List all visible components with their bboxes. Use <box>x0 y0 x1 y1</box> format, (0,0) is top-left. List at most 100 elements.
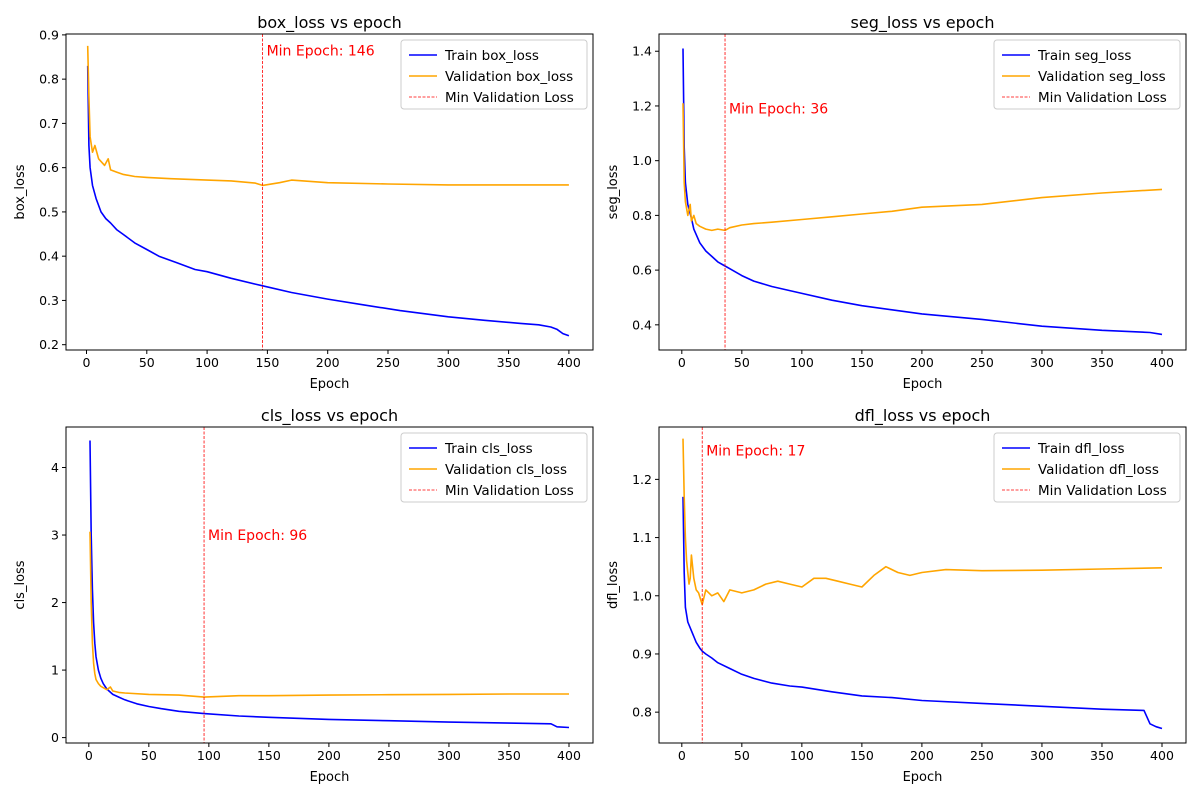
chart-0-legend: Train box_loss Validation box_loss Min Val… <box>400 39 588 110</box>
chart-3-legend-box <box>993 432 1181 503</box>
chart-2-xtick-label: 200 <box>317 748 341 763</box>
chart-3-ytick-label: 1.0 <box>632 588 652 603</box>
chart-0-ytick-label: 0.9 <box>39 27 59 42</box>
chart-0-xtick-label: 200 <box>316 355 340 370</box>
chart-0-xtick-label: 50 <box>139 355 155 370</box>
chart-2-series-train-line <box>89 440 570 729</box>
chart-2-xtick-label: 150 <box>257 748 281 763</box>
chart-1-xtick-label: 300 <box>1030 355 1054 370</box>
chart-3-legend-label-min-validation: Min Validation Loss <box>1038 483 1167 499</box>
chart-3-ytick-label: 1.2 <box>632 472 652 487</box>
chart-2-xtick-label: 250 <box>377 748 401 763</box>
chart-1-legend-label-validation: Validation seg_loss <box>1038 69 1166 85</box>
chart-1-ytick-label: 1.2 <box>632 98 652 113</box>
chart-1-panel: Min Epoch: 36 0 50 100 150 200 250 300 350 400 0.4… <box>606 13 1187 392</box>
chart-1-xtick-label: 350 <box>1090 355 1114 370</box>
chart-1-xtick-label: 150 <box>850 355 874 370</box>
chart-0-ytick-label: 0.6 <box>39 160 59 175</box>
chart-1-title: seg_loss vs epoch <box>851 13 995 33</box>
chart-0-xtick-label: 300 <box>436 355 460 370</box>
chart-3-min-epoch-annotation: Min Epoch: 17 <box>706 443 805 459</box>
chart-3-series-train-line <box>682 496 1163 730</box>
chart-3-series-validation-line <box>682 438 1163 606</box>
chart-0-xtick-label: 350 <box>497 355 521 370</box>
chart-1-ytick-label: 0.4 <box>632 317 652 332</box>
chart-2-min-epoch-annotation: Min Epoch: 96 <box>208 528 307 544</box>
chart-0-xlabel: Epoch <box>310 377 350 392</box>
chart-2-legend: Train cls_loss Validation cls_loss Min Val… <box>400 432 588 503</box>
chart-1-xlabel: Epoch <box>903 377 943 392</box>
chart-3-xtick-label: 200 <box>910 748 934 763</box>
chart-0-xtick-label: 150 <box>255 355 279 370</box>
chart-0-ytick-label: 0.3 <box>39 293 59 308</box>
chart-2-xlabel: Epoch <box>310 770 350 785</box>
chart-1-ytick-label: 1.0 <box>632 153 652 168</box>
chart-2-axes-frame <box>65 426 594 744</box>
chart-3-xtick-label: 0 <box>678 748 686 763</box>
chart-3-xtick-label: 350 <box>1090 748 1114 763</box>
chart-2-ytick-label: 0 <box>51 730 59 745</box>
chart-1-legend: Train seg_loss Validation seg_loss Min Val… <box>993 39 1181 110</box>
chart-0-ylabel: box_loss <box>13 164 28 219</box>
chart-2-ytick-label: 4 <box>51 460 59 475</box>
chart-2-series-validation-line <box>89 531 569 698</box>
chart-2-legend-label-validation: Validation cls_loss <box>445 462 567 478</box>
chart-0-xtick-label: 400 <box>557 355 581 370</box>
chart-1-xtick-label: 400 <box>1150 355 1174 370</box>
chart-2-xtick-label: 100 <box>197 748 221 763</box>
chart-3-xtick-label: 300 <box>1030 748 1054 763</box>
chart-3-axes-frame <box>658 426 1187 744</box>
chart-1-min-epoch-annotation: Min Epoch: 36 <box>729 102 828 118</box>
chart-0-legend-box <box>400 39 588 110</box>
chart-3-xtick-label: 250 <box>970 748 994 763</box>
chart-1-ytick-label: 0.8 <box>632 208 652 223</box>
chart-2-legend-box <box>400 432 588 503</box>
chart-3-legend-label-validation: Validation dfl_loss <box>1038 462 1159 478</box>
chart-1-legend-label-train: Train seg_loss <box>1037 48 1131 64</box>
chart-3-xtick-label: 400 <box>1150 748 1174 763</box>
chart-2-panel: Min Epoch: 96 0 50 100 150 200 250 300 350 400 0 1 2… <box>13 406 594 785</box>
chart-2-ylabel: cls_loss <box>13 560 28 609</box>
chart-0-ytick-label: 0.2 <box>39 337 59 352</box>
chart-2-xtick-label: 300 <box>437 748 461 763</box>
chart-0-series-train-line <box>86 65 570 337</box>
chart-0-ytick-label: 0.8 <box>39 72 59 87</box>
chart-2-xtick-label: 50 <box>141 748 157 763</box>
chart-3-ytick-label: 0.8 <box>632 705 652 720</box>
chart-0-ytick-label: 0.7 <box>39 116 59 131</box>
chart-0-ytick-label: 0.4 <box>39 249 59 264</box>
chart-3-ylabel: dfl_loss <box>606 561 621 609</box>
chart-1-xtick-label: 250 <box>970 355 994 370</box>
chart-1-xtick-label: 100 <box>790 355 814 370</box>
chart-0-ytick-label: 0.5 <box>39 204 59 219</box>
chart-1-ylabel: seg_loss <box>606 164 621 219</box>
chart-0-xtick-label: 0 <box>83 355 91 370</box>
chart-1-xtick-label: 0 <box>678 355 686 370</box>
chart-0-xtick-label: 100 <box>195 355 219 370</box>
chart-0-series-validation-line <box>86 45 569 187</box>
chart-2-xtick-label: 350 <box>497 748 521 763</box>
chart-3-ytick-label: 0.9 <box>632 646 652 661</box>
chart-3-xtick-label: 50 <box>734 748 750 763</box>
chart-1-ytick-label: 0.6 <box>632 263 652 278</box>
chart-3-ytick-label: 1.1 <box>632 530 652 545</box>
chart-3-xtick-label: 150 <box>850 748 874 763</box>
chart-0-min-epoch-annotation: Min Epoch: 146 <box>267 43 375 59</box>
chart-0-xtick-label: 250 <box>376 355 400 370</box>
chart-0-panel: Min Epoch: 146 0 50 100 150 200 250 300 350 400 0.… <box>13 13 594 392</box>
chart-3-title: dfl_loss vs epoch <box>855 406 991 426</box>
chart-2-ytick-label: 3 <box>51 528 59 543</box>
chart-1-xtick-label: 50 <box>734 355 750 370</box>
chart-2-legend-label-min-validation: Min Validation Loss <box>445 483 574 499</box>
chart-2-ytick-label: 2 <box>51 595 59 610</box>
chart-1-legend-label-min-validation: Min Validation Loss <box>1038 90 1167 106</box>
chart-0-title: box_loss vs epoch <box>257 13 402 33</box>
chart-1-ytick-label: 1.4 <box>632 44 652 59</box>
chart-1-axes-frame <box>658 33 1187 351</box>
chart-3-legend-label-train: Train dfl_loss <box>1037 441 1125 457</box>
chart-3-xtick-label: 100 <box>790 748 814 763</box>
chart-3-panel: Min Epoch: 17 0 50 100 150 200 250 300 350 400 0.8… <box>606 406 1187 785</box>
chart-0-legend-label-train: Train box_loss <box>444 48 539 64</box>
chart-2-xtick-label: 0 <box>85 748 93 763</box>
